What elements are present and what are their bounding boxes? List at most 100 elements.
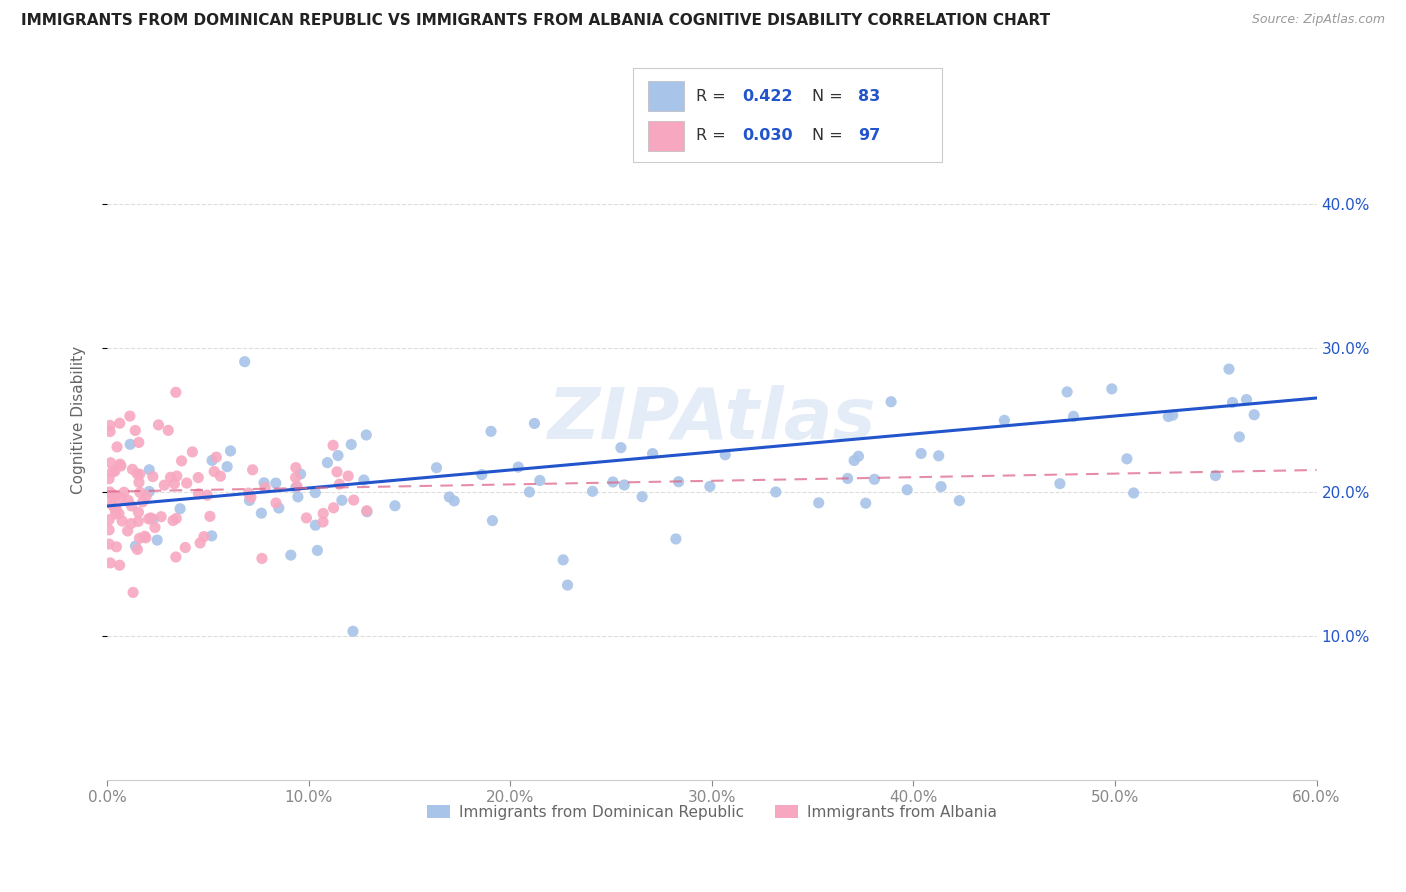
Point: [1161, 408, 1184, 422]
Point: [98, 472, 121, 486]
Point: [238, 493, 260, 508]
Point: [142, 512, 165, 526]
Point: [439, 490, 461, 504]
Point: [1222, 395, 1244, 409]
Point: [209, 469, 232, 483]
FancyBboxPatch shape: [633, 69, 942, 161]
Point: [108, 558, 131, 573]
Point: [101, 490, 124, 504]
Point: [1243, 408, 1265, 422]
Point: [98, 484, 121, 499]
Point: [1122, 486, 1144, 500]
Point: [108, 457, 131, 471]
Point: [340, 437, 363, 451]
Point: [127, 505, 149, 519]
Point: [201, 529, 224, 543]
Point: [127, 515, 149, 529]
Point: [138, 512, 160, 526]
Point: [280, 548, 302, 562]
Point: [112, 485, 135, 500]
Point: [523, 417, 546, 431]
Point: [104, 502, 127, 516]
Point: [104, 464, 127, 478]
Point: [159, 470, 181, 484]
Point: [187, 487, 209, 501]
Point: [326, 449, 349, 463]
Point: [139, 511, 162, 525]
Point: [326, 465, 349, 479]
Point: [896, 483, 918, 497]
Point: [110, 458, 132, 473]
Point: [217, 459, 239, 474]
Point: [337, 469, 360, 483]
Text: ZIPAtlas: ZIPAtlas: [547, 385, 876, 454]
Point: [143, 520, 166, 534]
Point: [108, 416, 131, 430]
Point: [1056, 384, 1078, 399]
Point: [1204, 468, 1226, 483]
Point: [1101, 382, 1123, 396]
Point: [205, 450, 228, 464]
Text: 83: 83: [858, 89, 880, 103]
Point: [101, 487, 124, 501]
Point: [264, 476, 287, 491]
Point: [316, 456, 339, 470]
Point: [128, 475, 150, 490]
Point: [284, 460, 307, 475]
Point: [356, 428, 378, 442]
Point: [312, 507, 335, 521]
Point: [837, 471, 859, 485]
Point: [117, 493, 139, 508]
Point: [328, 477, 350, 491]
Text: R =: R =: [696, 89, 731, 103]
Point: [146, 533, 169, 547]
Point: [665, 532, 688, 546]
Point: [187, 470, 209, 484]
Point: [165, 511, 187, 525]
Point: [104, 489, 127, 503]
Point: [127, 467, 149, 481]
Point: [98, 556, 121, 570]
Point: [157, 423, 180, 437]
Text: R =: R =: [696, 128, 731, 144]
Point: [307, 543, 329, 558]
Point: [238, 486, 260, 500]
Point: [121, 462, 143, 476]
Point: [128, 467, 150, 482]
Point: [98, 537, 121, 551]
Point: [124, 424, 146, 438]
Point: [581, 484, 603, 499]
Point: [929, 480, 952, 494]
Point: [129, 485, 152, 500]
Point: [181, 445, 204, 459]
Point: [118, 409, 141, 423]
Point: [267, 501, 290, 516]
Point: [148, 417, 170, 432]
Point: [668, 475, 690, 489]
Point: [1227, 430, 1250, 444]
Point: [198, 509, 221, 524]
Point: [765, 485, 787, 500]
Point: [285, 479, 308, 493]
Point: [117, 524, 139, 538]
Point: [104, 507, 127, 521]
Point: [162, 514, 184, 528]
Point: [254, 481, 277, 495]
Text: 0.030: 0.030: [742, 128, 793, 144]
Point: [304, 485, 326, 500]
Point: [201, 453, 224, 467]
Text: 0.422: 0.422: [742, 89, 793, 103]
Point: [98, 418, 121, 433]
Text: Source: ZipAtlas.com: Source: ZipAtlas.com: [1251, 13, 1385, 27]
Point: [553, 553, 575, 567]
Point: [176, 476, 198, 491]
Point: [165, 385, 187, 400]
Point: [165, 549, 187, 564]
Point: [290, 467, 312, 481]
Text: IMMIGRANTS FROM DOMINICAN REPUBLIC VS IMMIGRANTS FROM ALBANIA COGNITIVE DISABILI: IMMIGRANTS FROM DOMINICAN REPUBLIC VS IM…: [21, 13, 1050, 29]
Point: [122, 585, 145, 599]
Point: [1236, 392, 1258, 407]
Point: [295, 511, 318, 525]
Point: [100, 497, 122, 511]
Point: [519, 485, 541, 500]
